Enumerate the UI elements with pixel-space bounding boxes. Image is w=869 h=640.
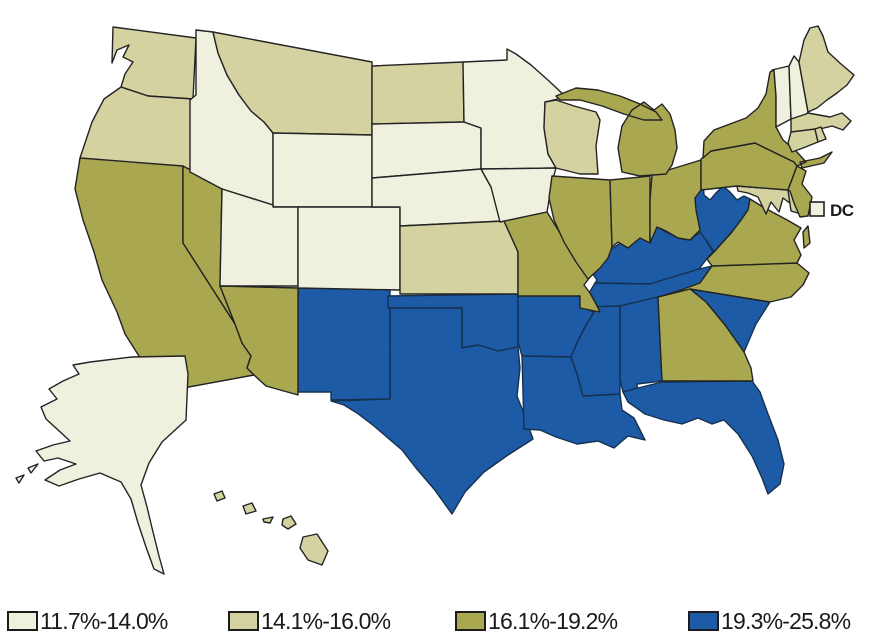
legend-item-band3: 16.1%-19.2% (455, 606, 618, 636)
state-ks[interactable] (399, 220, 519, 295)
state-wi[interactable] (543, 99, 601, 175)
legend-label-band3: 16.1%-19.2% (488, 607, 618, 634)
state-tx[interactable] (330, 307, 534, 515)
state-fl[interactable] (622, 380, 785, 495)
choropleth-figure: DC (15, 25, 855, 575)
legend-swatch-band2 (228, 611, 259, 631)
legend-label-band1: 11.7%-14.0% (40, 607, 168, 634)
state-az[interactable] (219, 285, 299, 396)
state-nc[interactable] (657, 262, 810, 303)
state-va[interactable] (706, 198, 811, 267)
legend-swatch-band4 (688, 611, 719, 631)
state-ga[interactable] (657, 288, 754, 382)
state-nm[interactable] (297, 287, 391, 401)
state-hi[interactable] (213, 490, 329, 566)
state-mi[interactable] (555, 87, 678, 177)
state-sd[interactable] (371, 121, 482, 179)
state-wa[interactable] (111, 26, 197, 100)
state-in[interactable] (609, 175, 651, 249)
legend-label-band2: 14.1%-16.0% (261, 607, 391, 634)
state-ak[interactable] (15, 355, 189, 575)
state-ri[interactable] (814, 126, 827, 143)
state-co[interactable] (297, 206, 401, 291)
dc-label: DC (830, 201, 854, 220)
map-legend: 11.7%-14.0% 14.1%-16.0% 16.1%-19.2% 19.3… (0, 606, 869, 640)
legend-item-band2: 14.1%-16.0% (228, 606, 391, 636)
legend-item-band1: 11.7%-14.0% (7, 606, 168, 636)
legend-swatch-band1 (7, 611, 38, 631)
state-me[interactable] (798, 25, 855, 113)
legend-label-band4: 19.3%-25.8% (721, 607, 851, 634)
state-ct[interactable] (787, 128, 819, 153)
state-ia[interactable] (480, 167, 557, 223)
state-nd[interactable] (371, 61, 465, 125)
legend-item-band4: 19.3%-25.8% (688, 606, 851, 636)
dc-swatch[interactable] (809, 201, 825, 217)
legend-swatch-band3 (455, 611, 486, 631)
us-states-map: DC (15, 25, 855, 575)
states-layer (15, 25, 855, 575)
state-or[interactable] (79, 86, 194, 172)
state-al[interactable] (619, 296, 663, 395)
state-nj[interactable] (787, 165, 813, 218)
state-wy[interactable] (272, 132, 373, 208)
